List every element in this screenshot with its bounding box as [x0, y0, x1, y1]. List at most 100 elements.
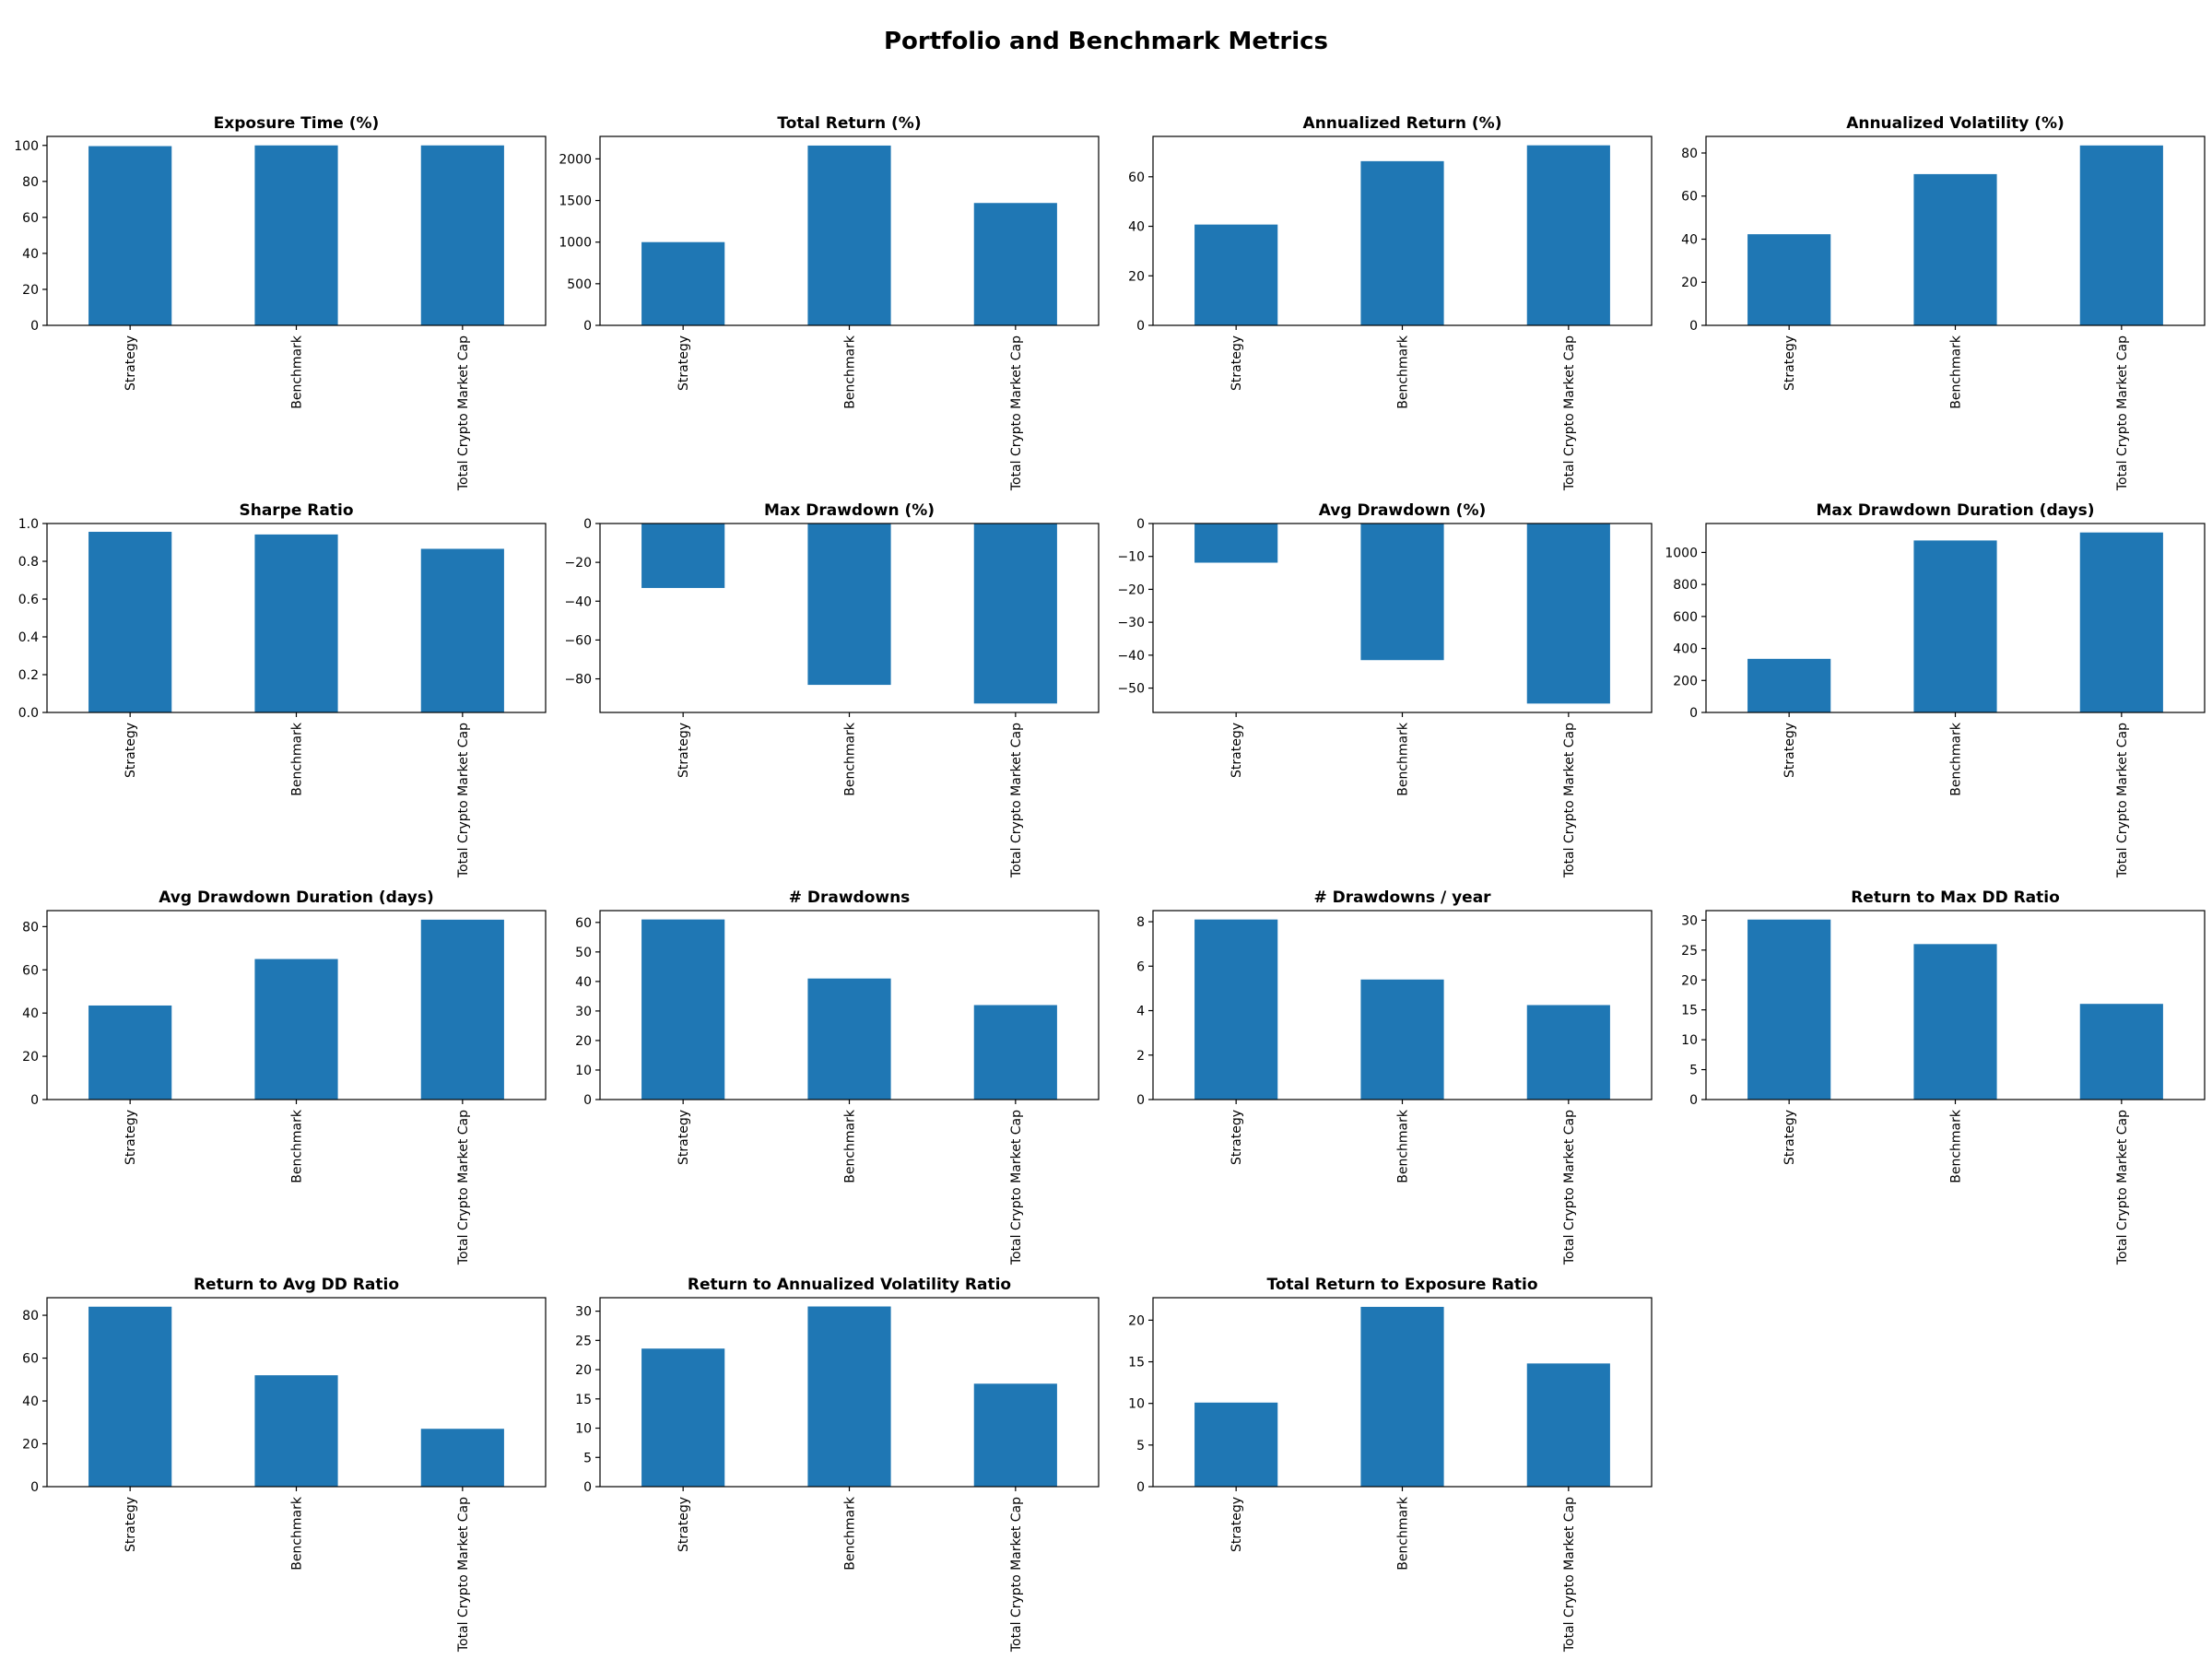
subplot: # DrawdownsStrategyBenchmarkTotal Crypto… [575, 888, 1099, 1265]
subplot: Return to Max DD RatioStrategyBenchmarkT… [1681, 888, 2205, 1265]
bar [88, 1006, 171, 1100]
bar [1194, 920, 1277, 1100]
subplot-title: Return to Avg DD Ratio [194, 1276, 399, 1294]
y-tick-label: 4 [1136, 1005, 1145, 1019]
subplot: Max Drawdown (%)StrategyBenchmarkTotal C… [564, 501, 1099, 878]
y-tick-label: 60 [22, 963, 39, 978]
bar [88, 1307, 171, 1487]
y-tick-label: 30 [575, 1305, 592, 1320]
y-tick-label: 40 [22, 1006, 39, 1021]
y-tick-label: −50 [1117, 682, 1145, 697]
bar [1194, 1403, 1277, 1487]
subplot-title: Return to Annualized Volatility Ratio [688, 1276, 1011, 1294]
bar [974, 1383, 1057, 1487]
x-tick-label: Strategy [1230, 335, 1244, 391]
y-tick-label: 0 [30, 1093, 39, 1108]
y-tick-label: 0.8 [18, 555, 39, 570]
bar [807, 524, 890, 685]
x-tick-label: Benchmark [1396, 1109, 1411, 1183]
x-tick-label: Benchmark [1949, 335, 1964, 409]
y-tick-label: 15 [575, 1393, 592, 1407]
y-tick-label: 0 [583, 517, 592, 532]
bar [1527, 1006, 1610, 1100]
y-tick-label: 0 [583, 1093, 592, 1108]
subplot-title: # Drawdowns [789, 888, 911, 907]
x-tick-label: Benchmark [843, 1496, 858, 1571]
bar [254, 146, 337, 325]
y-tick-label: −30 [1117, 616, 1145, 630]
y-tick-label: 500 [567, 277, 592, 292]
y-tick-label: 15 [1681, 1004, 1698, 1018]
y-tick-label: 0 [30, 1480, 39, 1495]
y-tick-label: 20 [1128, 1313, 1145, 1328]
bar [1527, 524, 1610, 703]
x-tick-label: Benchmark [843, 1109, 858, 1183]
bar [421, 146, 504, 325]
x-tick-label: Strategy [124, 1110, 138, 1165]
x-tick-label: Benchmark [843, 335, 858, 409]
subplot: Return to Annualized Volatility Ratio Str… [575, 1276, 1099, 1653]
x-tick-label: Benchmark [290, 335, 305, 409]
x-tick-label: Benchmark [1396, 1496, 1411, 1571]
y-tick-label: 10 [1128, 1397, 1145, 1412]
bar [2080, 1004, 2163, 1100]
x-tick-label: Benchmark [1949, 722, 1964, 796]
y-tick-label: 0 [1136, 319, 1145, 334]
y-tick-label: 1.0 [18, 517, 39, 532]
x-tick-label: Strategy [677, 723, 691, 778]
subplot-title: Avg Drawdown (%) [1319, 501, 1487, 520]
y-tick-label: 0 [1689, 319, 1698, 334]
y-tick-label: 25 [575, 1334, 592, 1348]
y-tick-label: 6 [1136, 959, 1145, 974]
bar [641, 920, 724, 1100]
y-tick-label: 0 [1136, 1093, 1145, 1108]
y-tick-label: 25 [1681, 944, 1698, 959]
bar [807, 1307, 890, 1487]
y-tick-label: 100 [14, 139, 39, 154]
y-tick-label: 0 [1136, 517, 1145, 532]
y-tick-label: 40 [1681, 232, 1698, 247]
x-tick-label: Benchmark [1396, 722, 1411, 796]
bar [1360, 161, 1443, 325]
y-tick-label: 40 [22, 247, 39, 262]
figure: Portfolio and Benchmark Metrics Exposure… [0, 0, 2212, 1659]
x-tick-label: Total Crypto Market Cap [2115, 335, 2130, 491]
subplot-title: Max Drawdown Duration (days) [1816, 501, 2094, 520]
y-tick-label: 0 [1689, 1093, 1698, 1108]
x-tick-label: Total Crypto Market Cap [1562, 723, 1577, 878]
subplot: Total Return (%)StrategyBenchmarkTotal C… [559, 114, 1099, 491]
y-tick-label: 0.6 [18, 593, 39, 607]
subplot-title: Annualized Return (%) [1303, 114, 1502, 133]
y-tick-label: 0.4 [18, 630, 39, 645]
y-tick-label: 20 [575, 1034, 592, 1049]
bar [1360, 524, 1443, 660]
x-tick-label: Strategy [124, 1497, 138, 1552]
y-tick-label: 20 [22, 1438, 39, 1453]
x-tick-label: Strategy [1783, 335, 1797, 391]
y-tick-label: 60 [22, 1352, 39, 1367]
y-tick-label: 10 [575, 1422, 592, 1437]
x-tick-label: Strategy [677, 1497, 691, 1552]
x-tick-label: Total Crypto Market Cap [1009, 1497, 1024, 1653]
bar [1527, 146, 1610, 325]
x-tick-label: Total Crypto Market Cap [2115, 723, 2130, 878]
y-tick-label: 400 [1673, 642, 1698, 657]
subplot: Max Drawdown Duration (days)StrategyBenc… [1665, 501, 2205, 878]
bar [641, 524, 724, 588]
bar [1747, 234, 1830, 325]
bar [807, 146, 890, 325]
y-tick-label: 0 [30, 319, 39, 334]
bar [974, 203, 1057, 325]
y-tick-label: 80 [1681, 147, 1698, 161]
subplot-title: Total Return (%) [777, 114, 921, 133]
x-tick-label: Strategy [124, 723, 138, 778]
y-tick-label: 80 [22, 175, 39, 190]
x-tick-label: Total Crypto Market Cap [456, 335, 471, 491]
bar [421, 920, 504, 1100]
y-tick-label: 1000 [559, 236, 592, 251]
bar [2080, 533, 2163, 712]
bar [88, 532, 171, 712]
subplot: Exposure Time (%)StrategyBenchmarkTotal … [14, 114, 546, 491]
x-tick-label: Benchmark [1949, 1109, 1964, 1183]
y-tick-label: −80 [564, 673, 592, 688]
